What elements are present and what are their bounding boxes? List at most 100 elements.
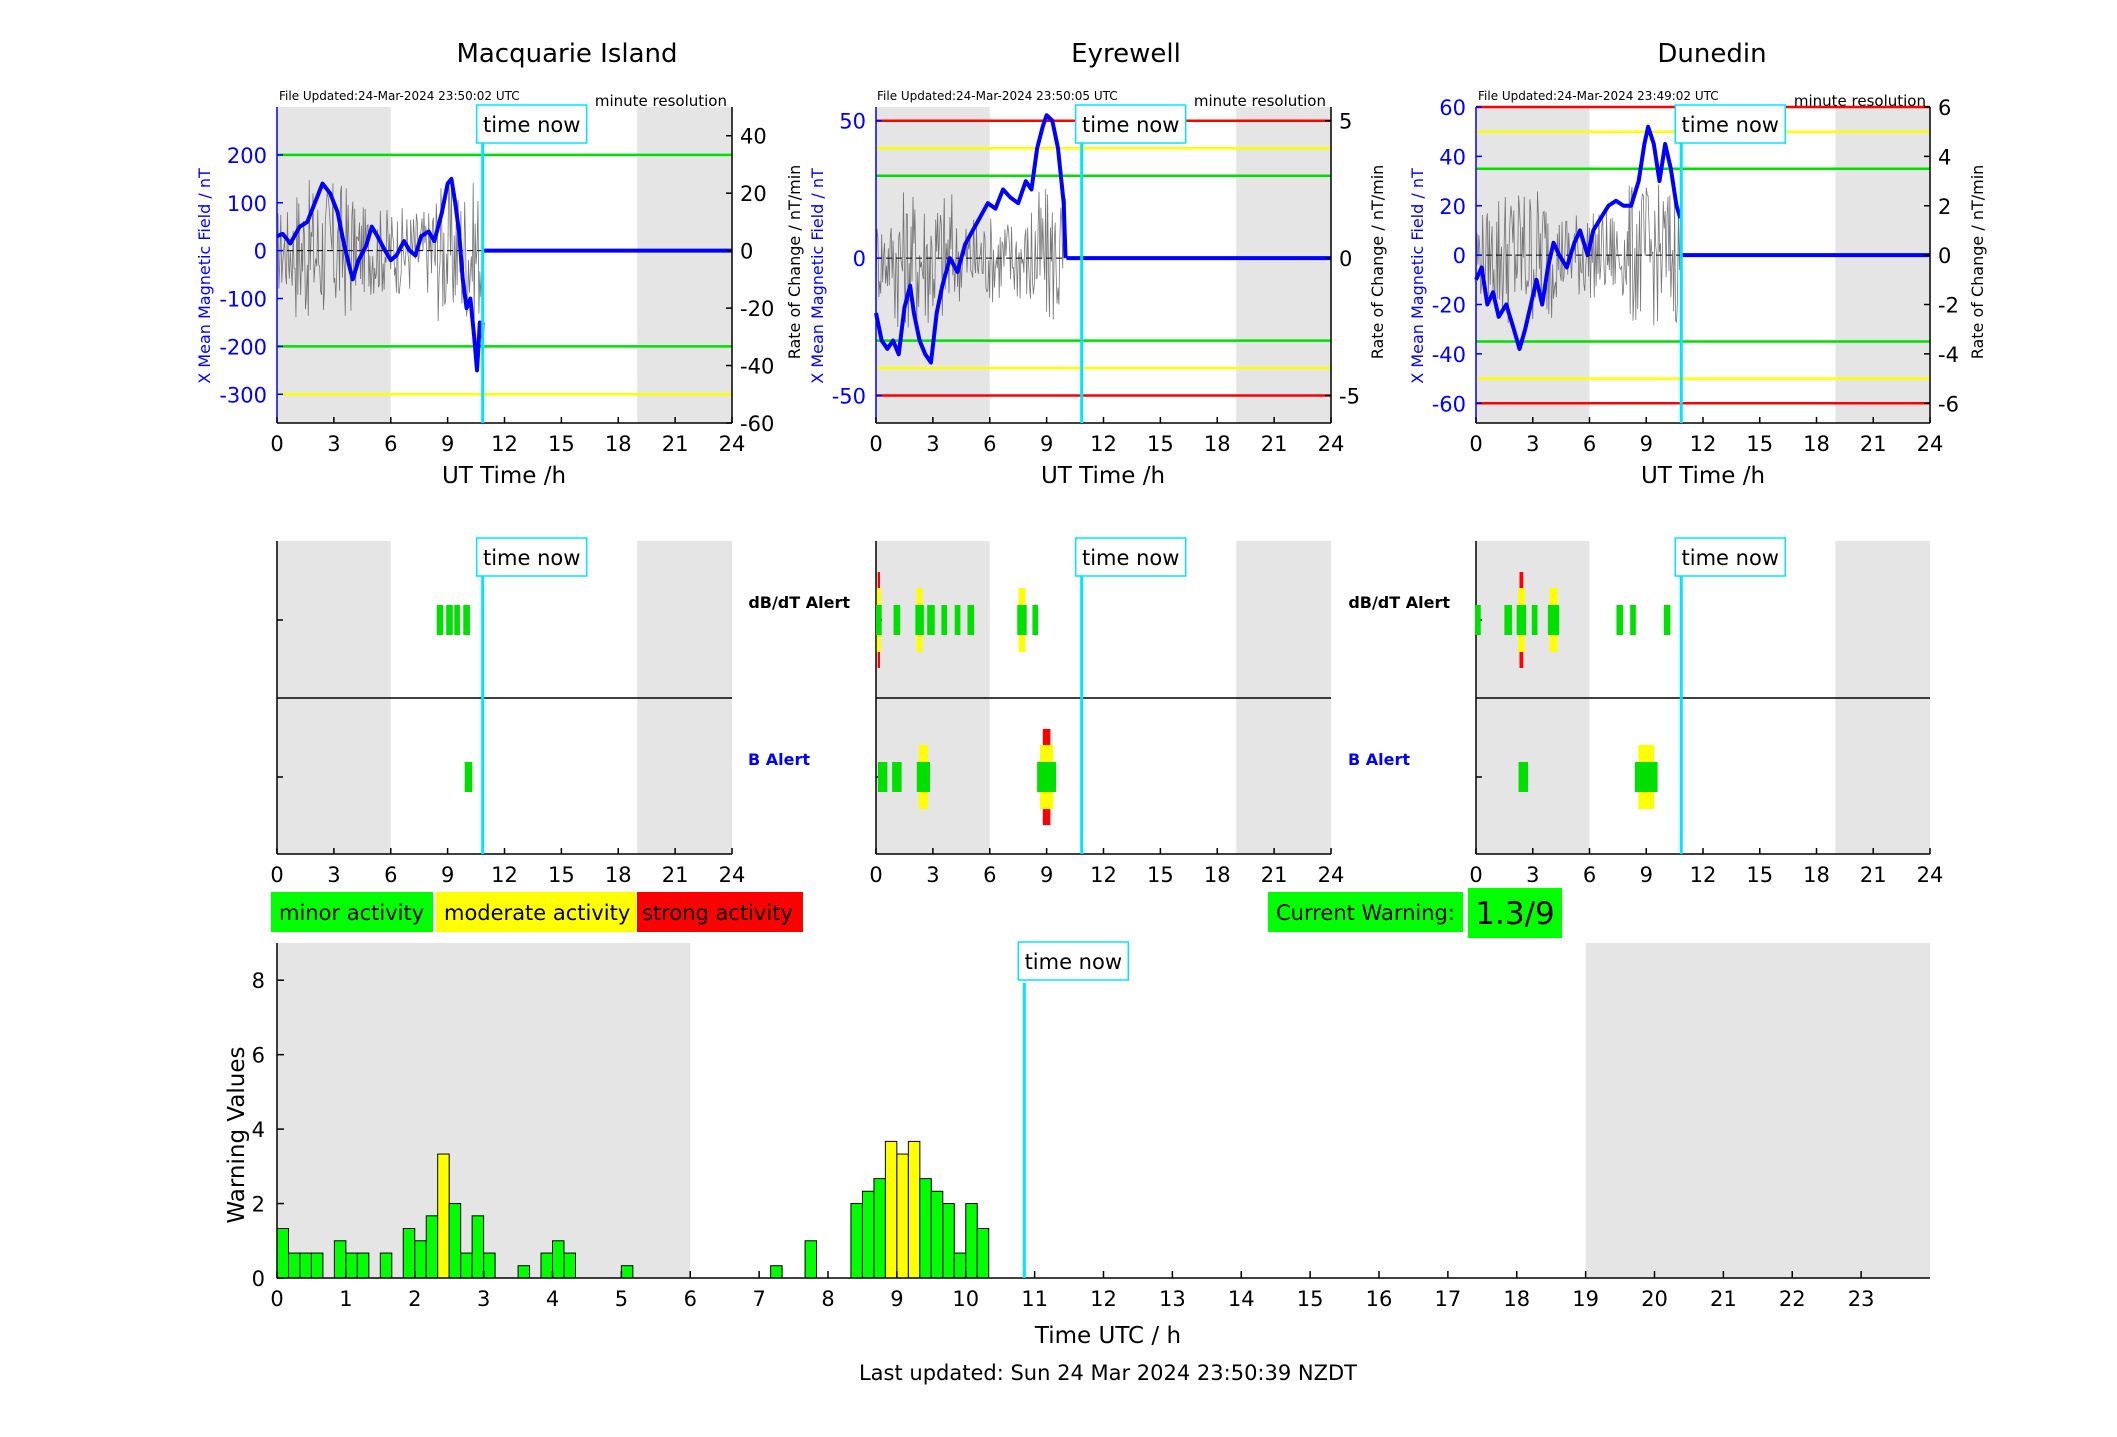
warning-bar-18 <box>552 1240 565 1279</box>
dbdt-alert-bar-macquarie-2 <box>454 605 460 635</box>
xtick-label-top-macquarie: 21 <box>662 432 689 456</box>
time-now-box-bottom <box>1017 941 1130 981</box>
time-now-box-alert-eyrewell <box>1074 537 1187 577</box>
xtick-label-alert-eyrewell: 9 <box>1040 863 1053 887</box>
ytick-right-label-dunedin: -4 <box>1938 343 1959 367</box>
time-now-label-alert-dunedin: time now <box>1682 546 1779 570</box>
ylabel-field-macquarie: X Mean Magnetic Field / nT <box>195 168 214 384</box>
dbdt-alert-bar-eyrewell-1 <box>893 605 901 635</box>
dbdt-alert-bar-dunedin-2 <box>1516 605 1527 635</box>
xtick-label-top-macquarie: 18 <box>605 432 632 456</box>
field-trace-dunedin <box>1474 124 1683 351</box>
bottom-xtick-label: 21 <box>1710 1287 1737 1311</box>
dbdt-alert-bar-eyrewell-0 <box>876 605 882 635</box>
ytick-label-macquarie: -200 <box>219 335 267 359</box>
b-alert-bar-eyrewell-3 <box>1037 762 1057 792</box>
dbdt-alert-bar-eyrewell-6 <box>967 605 975 635</box>
legend-strong-label: strong activity <box>642 901 793 925</box>
bottom-xtick-label: 0 <box>270 1287 283 1311</box>
bottom-ylabel: Warning Values <box>224 1046 250 1223</box>
xtick-label-top-macquarie: 3 <box>327 432 340 456</box>
bottom-xtick-label: 11 <box>1021 1287 1048 1311</box>
warning-bar-17 <box>540 1252 553 1279</box>
xtick-label-top-macquarie: 15 <box>548 432 575 456</box>
time-now-label-bottom: time now <box>1025 950 1122 974</box>
bottom-xtick-label: 5 <box>615 1287 628 1311</box>
bottom-xtick-label: 19 <box>1572 1287 1599 1311</box>
ytick-right-label-dunedin: 2 <box>1938 195 1951 219</box>
xtick-label-alert-macquarie: 9 <box>441 863 454 887</box>
xtick-label-alert-dunedin: 21 <box>1860 863 1887 887</box>
bottom-xtick-label: 3 <box>477 1287 490 1311</box>
ytick-right-label-eyrewell: 0 <box>1339 247 1352 271</box>
time-now-label-alert-eyrewell: time now <box>1082 546 1179 570</box>
time-now-box-top-macquarie <box>475 104 588 144</box>
current-warning-box <box>1268 892 1463 932</box>
bottom-xtick-label: 18 <box>1503 1287 1530 1311</box>
ytick-label-macquarie: -300 <box>219 383 267 407</box>
time-now-label-top-macquarie: time now <box>483 113 580 137</box>
dbdt-alert-bar-eyrewell-5 <box>954 605 961 635</box>
xtick-label-alert-dunedin: 3 <box>1526 863 1539 887</box>
xtick-label-top-eyrewell: 9 <box>1040 432 1053 456</box>
warning-bar-14 <box>471 1215 485 1279</box>
warning-bar-20 <box>620 1265 634 1279</box>
time-now-box-alert-macquarie <box>475 537 588 577</box>
xtick-label-top-eyrewell: 6 <box>983 432 996 456</box>
rate-of-change-trace-dunedin <box>1475 184 1682 326</box>
xtick-label-alert-macquarie: 12 <box>491 863 518 887</box>
dbdt-alert-bar-dunedin-0 <box>1475 605 1481 635</box>
xtick-label-alert-macquarie: 0 <box>270 863 283 887</box>
ytick-right-label-macquarie: -20 <box>740 297 774 321</box>
resolution-eyrewell: minute resolution <box>1194 92 1326 110</box>
warning-bar-34 <box>976 1227 990 1279</box>
ytick-label-dunedin: 0 <box>1453 244 1466 268</box>
legend-minor-label: minor activity <box>279 901 424 925</box>
warning-bar-22 <box>804 1240 818 1279</box>
footer-last-updated: Last updated: Sun 24 Mar 2024 23:50:39 N… <box>859 1361 1357 1385</box>
current-warning-value-box <box>1468 888 1562 938</box>
xtick-label-top-macquarie: 0 <box>270 432 283 456</box>
bottom-xtick-label: 14 <box>1228 1287 1255 1311</box>
bottom-xtick-label: 23 <box>1848 1287 1875 1311</box>
ytick-right-label-dunedin: -6 <box>1938 392 1959 416</box>
xtick-label-top-dunedin: 9 <box>1640 432 1653 456</box>
warning-bar-33 <box>965 1203 978 1279</box>
bottom-xtick-label: 1 <box>339 1287 352 1311</box>
dbdt-alert-bar-dunedin-6 <box>1630 605 1636 635</box>
b-alert-label-macquarie: B Alert <box>748 750 810 769</box>
warning-bar-2 <box>299 1252 312 1279</box>
ytick-label-dunedin: -40 <box>1432 343 1466 367</box>
warning-bar-19 <box>563 1252 576 1279</box>
warning-bar-12 <box>448 1203 462 1279</box>
bottom-xtick-label: 10 <box>952 1287 979 1311</box>
ytick-right-label-macquarie: 20 <box>740 182 767 206</box>
xtick-label-alert-eyrewell: 21 <box>1261 863 1288 887</box>
warning-bar-32 <box>953 1252 967 1279</box>
dbdt-alert-bar-eyrewell-2 <box>915 605 924 635</box>
xtick-label-alert-dunedin: 24 <box>1917 863 1944 887</box>
legend-moderate-label: moderate activity <box>444 901 630 925</box>
night-shade-top-dunedin-1 <box>1835 107 1930 423</box>
xtick-label-top-macquarie: 6 <box>384 432 397 456</box>
ytick-label-eyrewell: 50 <box>839 110 866 134</box>
warning-bar-5 <box>345 1252 358 1279</box>
time-now-box-top-eyrewell <box>1074 104 1187 144</box>
ytick-label-macquarie: 100 <box>227 192 267 216</box>
xtick-label-top-dunedin: 24 <box>1917 432 1944 456</box>
ytick-label-macquarie: 0 <box>254 240 267 264</box>
resolution-macquarie: minute resolution <box>595 92 727 110</box>
xtick-label-alert-eyrewell: 12 <box>1090 863 1117 887</box>
ytick-right-label-macquarie: 40 <box>740 125 767 149</box>
dbdt-alert-bar-eyrewell-4 <box>941 605 948 635</box>
warning-bar-29 <box>919 1178 932 1279</box>
xtick-label-top-eyrewell: 21 <box>1261 432 1288 456</box>
night-shade-top-macquarie-1 <box>637 107 732 423</box>
time-now-label-top-eyrewell: time now <box>1082 113 1179 137</box>
dbdt-alert-label-eyrewell: dB/dT Alert <box>1348 593 1450 612</box>
ytick-label-macquarie: -100 <box>219 288 267 312</box>
bottom-xtick-label: 17 <box>1435 1287 1462 1311</box>
warning-bar-15 <box>483 1252 496 1279</box>
bottom-xtick-label: 16 <box>1366 1287 1393 1311</box>
bottom-xtick-label: 13 <box>1159 1287 1186 1311</box>
